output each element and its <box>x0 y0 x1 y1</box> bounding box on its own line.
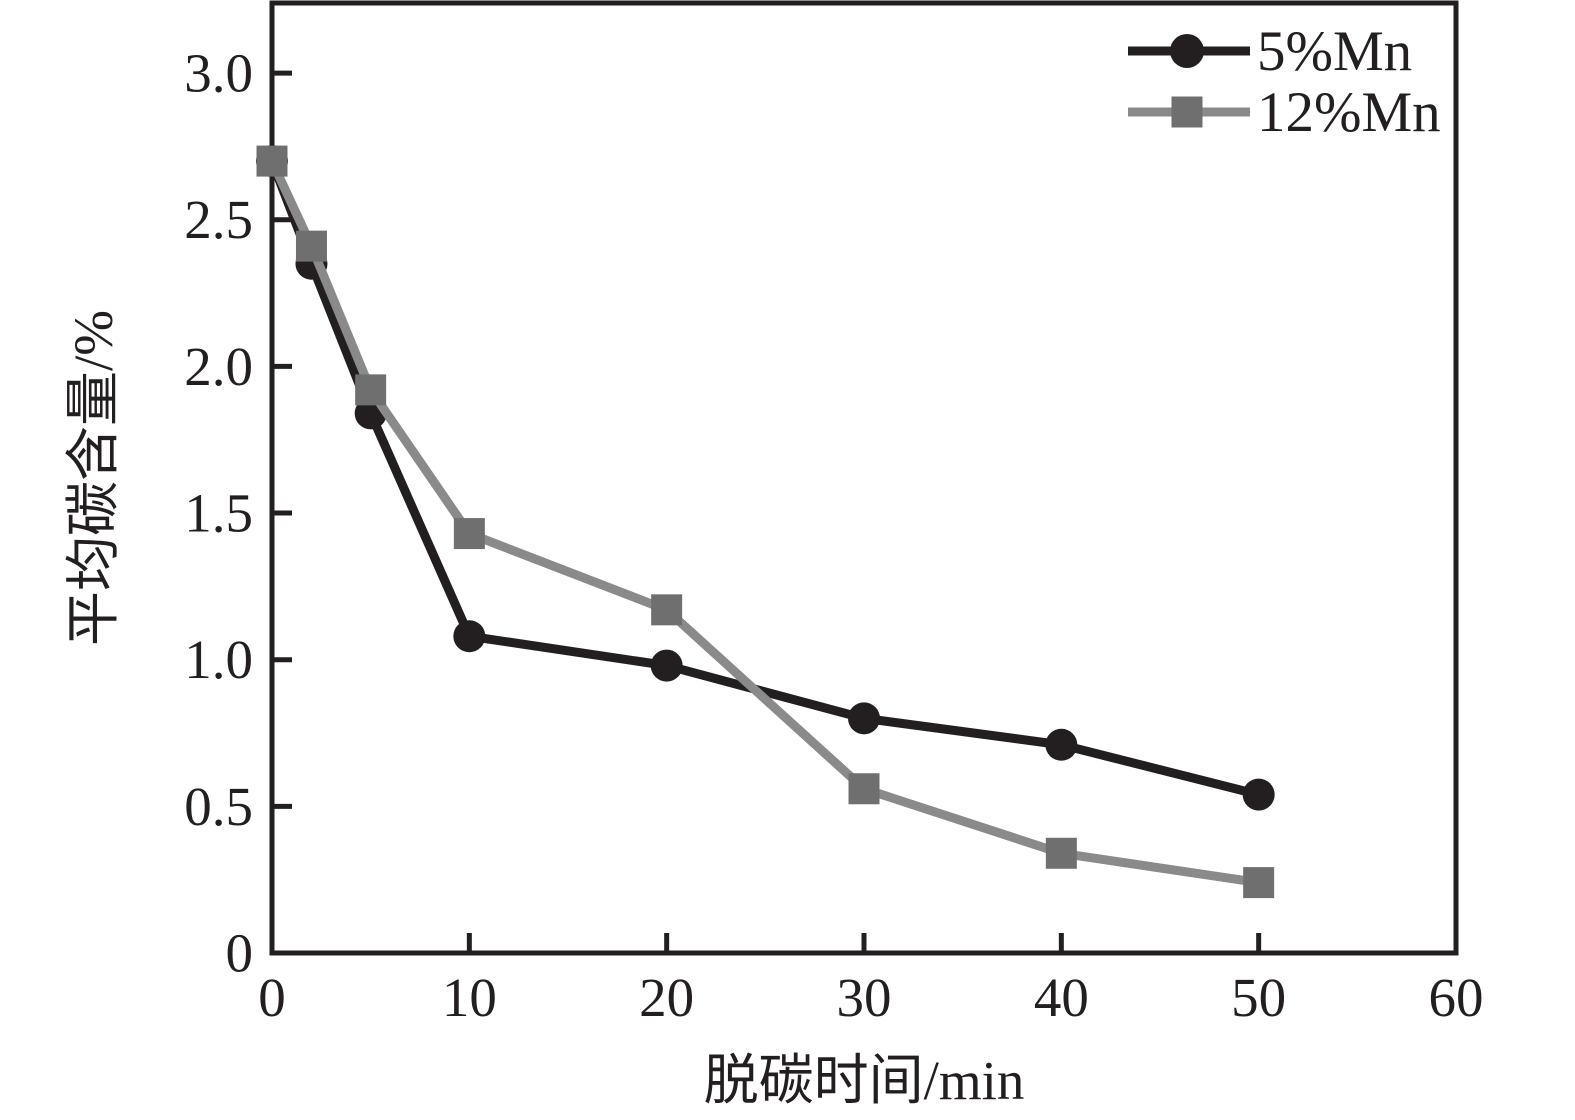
legend-label: 12%Mn <box>1257 81 1441 144</box>
legend-square-marker-icon <box>1171 96 1203 128</box>
series-12mn-marker <box>848 773 880 805</box>
y-tick-label: 0 <box>226 923 254 984</box>
series-5mn-marker <box>1242 778 1275 811</box>
y-tick-label: 1.0 <box>184 629 253 690</box>
x-tick-label: 40 <box>1034 967 1089 1028</box>
x-tick-label: 30 <box>837 967 892 1028</box>
series-12mn <box>256 145 1275 899</box>
legend-label: 5%Mn <box>1257 20 1412 83</box>
plot-border <box>269 0 1459 956</box>
x-tick-label: 10 <box>442 967 497 1028</box>
series-12mn-marker <box>256 145 288 177</box>
x-tick-label: 0 <box>258 967 286 1028</box>
series-5mn <box>256 145 1275 811</box>
series-5mn-line <box>267 159 1260 799</box>
y-tick-label: 0.5 <box>184 776 253 837</box>
y-tick-label: 3.0 <box>184 43 253 104</box>
x-tick-label: 50 <box>1231 967 1286 1028</box>
series-12mn-marker <box>1243 867 1275 899</box>
series-5mn-marker <box>1045 728 1078 761</box>
series-5mn-marker <box>650 649 683 682</box>
legend-circle-marker-icon <box>1170 34 1204 68</box>
series-12mn-marker <box>453 518 485 550</box>
series-5mn-marker <box>453 620 486 653</box>
legend-item: 12%Mn <box>1128 81 1441 144</box>
y-tick-label: 2.5 <box>184 189 253 250</box>
y-tick-label: 2.0 <box>184 336 253 397</box>
series-12mn-marker <box>1045 837 1077 869</box>
series-12mn-line <box>267 159 1260 888</box>
x-axis-title: 脱碳时间/min <box>704 1050 1025 1111</box>
y-axis-title: 平均碳含量/% <box>63 310 124 646</box>
legend-item: 5%Mn <box>1128 20 1412 83</box>
series-5mn-marker <box>848 702 880 735</box>
series-12mn-marker <box>355 374 387 406</box>
x-tick-label: 60 <box>1429 967 1484 1028</box>
series-12mn-marker <box>651 594 683 626</box>
x-tick-label: 20 <box>639 967 694 1028</box>
series-12mn-marker <box>295 230 327 262</box>
y-tick-label: 1.5 <box>184 483 253 544</box>
